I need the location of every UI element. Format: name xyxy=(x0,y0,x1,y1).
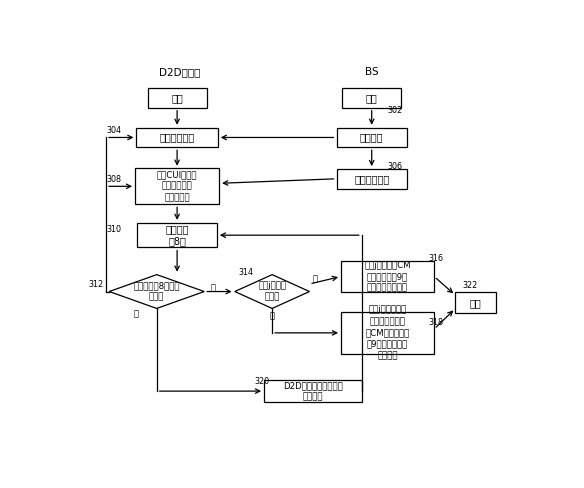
Text: 结束: 结束 xyxy=(470,298,482,308)
Text: 306: 306 xyxy=(388,163,402,171)
Text: 308: 308 xyxy=(106,175,121,184)
Text: 322: 322 xyxy=(463,282,478,290)
Text: BS: BS xyxy=(365,67,378,77)
Text: 302: 302 xyxy=(388,106,403,115)
Bar xyxy=(148,88,207,108)
Text: 318: 318 xyxy=(428,318,443,327)
Bar xyxy=(136,128,218,147)
Text: 获取广播信息: 获取广播信息 xyxy=(159,132,194,142)
Text: 计算公式
（8）: 计算公式 （8） xyxy=(165,224,189,246)
Text: 是: 是 xyxy=(211,283,216,292)
Text: 对应j値是否
唯一？: 对应j値是否 唯一？ xyxy=(258,281,286,302)
Bar xyxy=(341,312,434,353)
Text: 公共控制信道: 公共控制信道 xyxy=(354,174,390,184)
Text: 开始: 开始 xyxy=(366,93,378,103)
Bar xyxy=(342,88,401,108)
Polygon shape xyxy=(235,275,310,308)
Bar xyxy=(137,223,217,247)
Text: 320: 320 xyxy=(254,377,269,386)
Bar xyxy=(264,380,361,403)
Text: 否: 否 xyxy=(134,309,139,319)
Text: 314: 314 xyxy=(238,268,253,277)
Bar xyxy=(336,169,407,188)
Text: 是: 是 xyxy=(312,274,318,283)
Text: 否: 否 xyxy=(270,311,274,321)
Text: D2D接收端: D2D接收端 xyxy=(159,67,200,77)
Polygon shape xyxy=(109,275,204,308)
Text: 312: 312 xyxy=(88,280,103,288)
Bar xyxy=(456,292,496,313)
Text: 采用j値对应的CM
并按照公式（9）
功率条件进行通信: 采用j値对应的CM 并按照公式（9） 功率条件进行通信 xyxy=(364,261,411,292)
Text: 采用j値对应的频
谱通利用率最高
的CM并按照公式
（9）的功率条件
进行通信: 采用j値对应的频 谱通利用率最高 的CM并按照公式 （9）的功率条件 进行通信 xyxy=(366,305,410,360)
Text: 316: 316 xyxy=(428,254,443,263)
Text: D2D通信换用其它下行
频率资源: D2D通信换用其它下行 频率资源 xyxy=(283,381,343,401)
Text: 304: 304 xyxy=(106,126,121,135)
Text: 下行广播: 下行广播 xyxy=(360,132,384,142)
Text: 获得CUI信息、
估计位置和信
道衰落信息: 获得CUI信息、 估计位置和信 道衰落信息 xyxy=(157,170,197,202)
Text: 310: 310 xyxy=(106,225,121,234)
Text: 开始: 开始 xyxy=(171,93,183,103)
Bar xyxy=(336,128,407,147)
Bar xyxy=(341,262,434,291)
Text: 判定公式（8）是否
成立？: 判定公式（8）是否 成立？ xyxy=(134,281,180,302)
Bar xyxy=(135,168,219,204)
